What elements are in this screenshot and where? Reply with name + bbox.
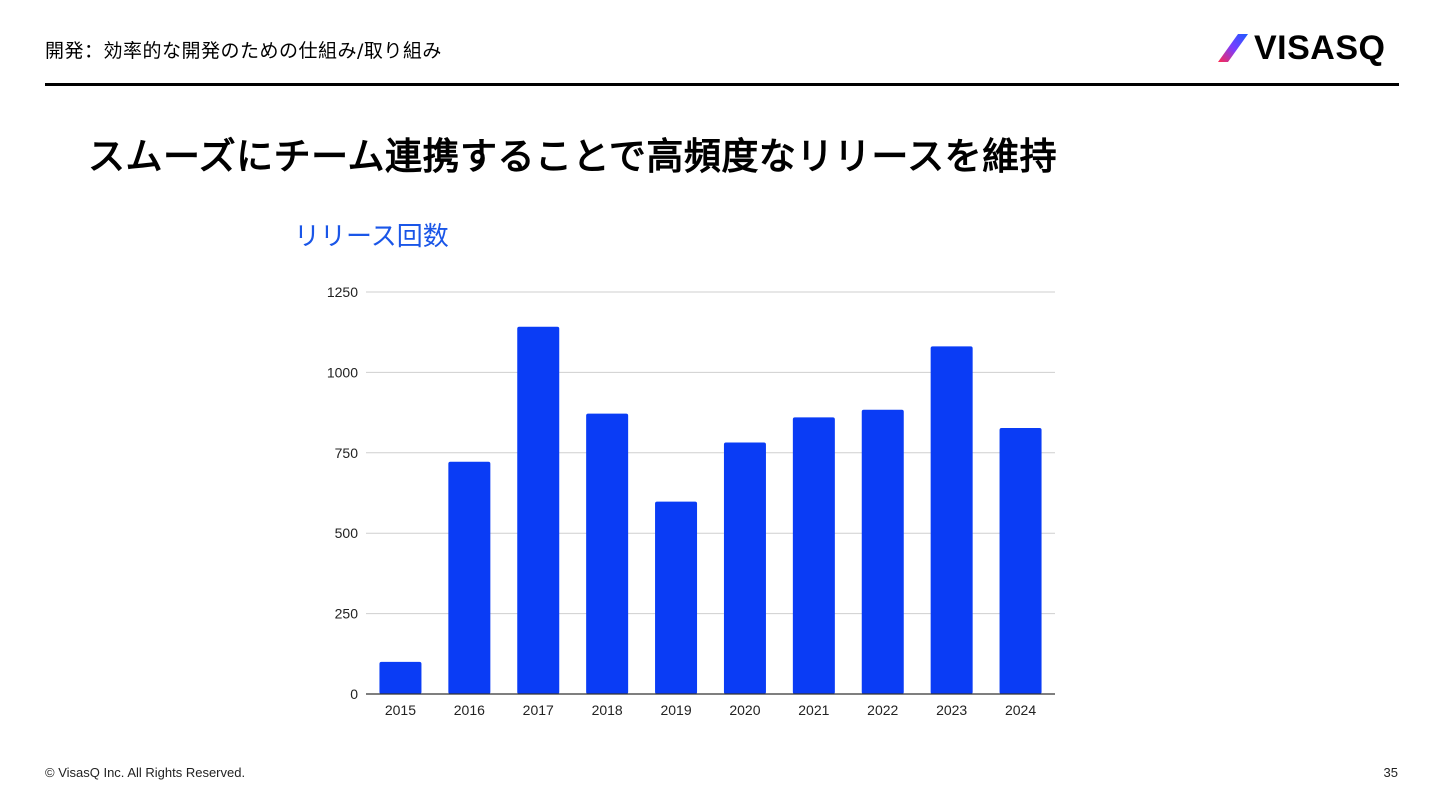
y-tick-label: 1000 [327, 364, 358, 380]
brand-logo: VISASQ [1218, 28, 1385, 68]
page-title: スムーズにチーム連携することで高頻度なリリースを維持 [88, 135, 1058, 178]
bar [586, 413, 629, 694]
x-tick-label: 2015 [385, 702, 416, 718]
x-tick-label: 2022 [867, 702, 898, 718]
bar [930, 346, 973, 694]
page-number: 35 [1383, 765, 1398, 780]
bar [448, 461, 491, 694]
bar [723, 442, 766, 694]
x-tick-label: 2024 [1005, 702, 1036, 718]
x-tick-label: 2016 [454, 702, 485, 718]
bar [792, 417, 835, 694]
bar [861, 409, 904, 694]
bar [517, 326, 560, 694]
y-tick-label: 750 [335, 445, 359, 461]
x-tick-label: 2018 [592, 702, 623, 718]
x-tick-label: 2021 [798, 702, 829, 718]
header-divider [45, 83, 1399, 86]
y-tick-label: 250 [335, 606, 359, 622]
y-tick-label: 0 [350, 686, 358, 702]
logo-slash-icon [1218, 34, 1248, 62]
y-tick-label: 500 [335, 525, 359, 541]
bar [999, 428, 1042, 694]
logo-text: VISASQ [1254, 29, 1386, 67]
copyright-text: © VisasQ Inc. All Rights Reserved. [45, 765, 246, 780]
bar [379, 661, 422, 694]
x-tick-label: 2023 [936, 702, 967, 718]
x-tick-label: 2019 [660, 702, 691, 718]
bar [655, 501, 698, 694]
y-tick-label: 1250 [327, 284, 358, 300]
x-tick-label: 2017 [523, 702, 554, 718]
header-title: 開発：効率的な開発のための仕組み/取り組み [45, 40, 442, 62]
chart-title: リリース回数 [294, 222, 449, 252]
x-tick-label: 2020 [729, 702, 760, 718]
release-count-bar-chart: 0 250 500 750 1000 1250 2015 2016 2017 2018 2019 20… [327, 284, 1055, 718]
